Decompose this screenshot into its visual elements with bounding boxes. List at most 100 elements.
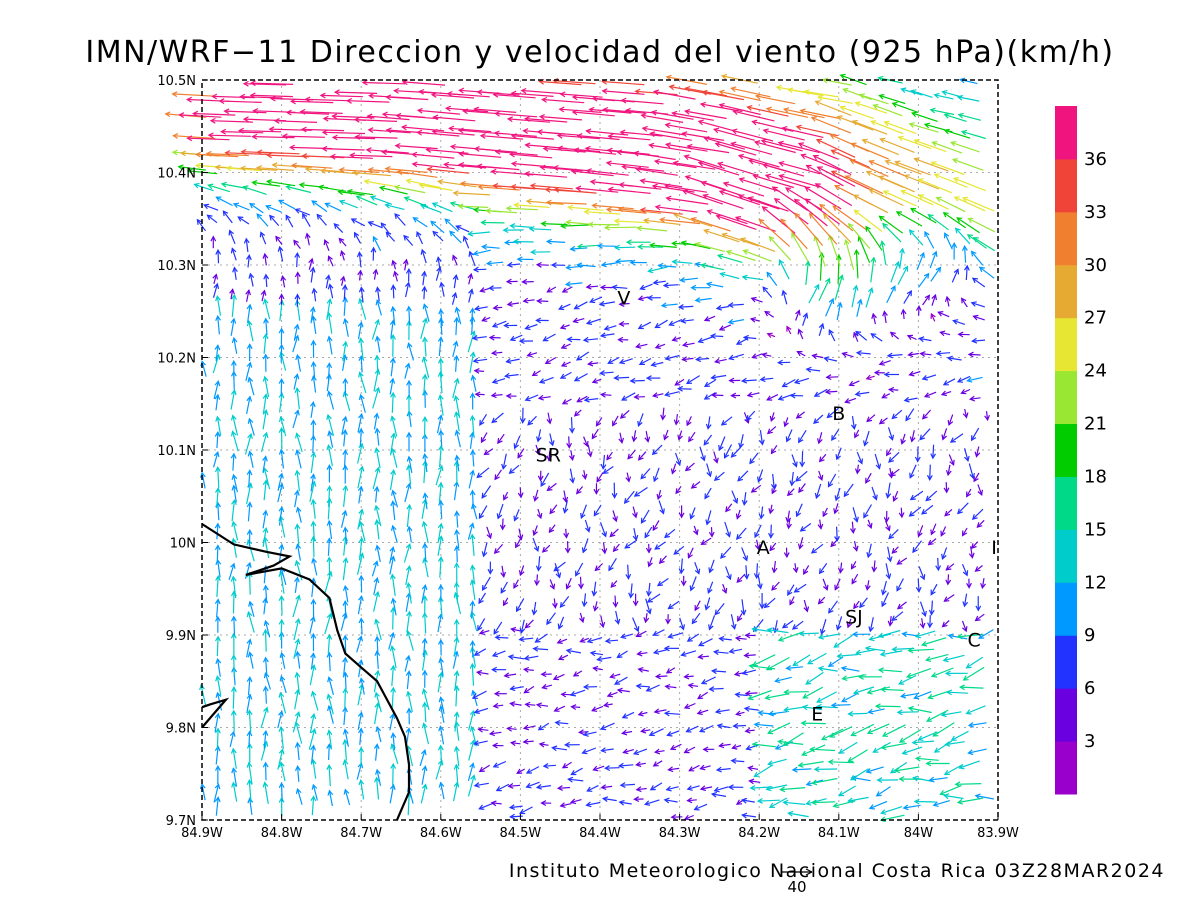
wind-vector (635, 488, 648, 497)
wind-vector (263, 687, 268, 704)
wind-vector (544, 764, 556, 769)
wind-vector-shaft (817, 692, 836, 702)
wind-vector (504, 598, 508, 605)
wind-vector (247, 540, 254, 561)
wind-vector-shaft (473, 491, 474, 509)
wind-vector (755, 722, 774, 727)
wind-vector (659, 501, 664, 514)
wind-vector (453, 256, 458, 266)
wind-vector (766, 694, 790, 700)
wind-vector (736, 636, 747, 641)
wind-vector (547, 239, 565, 244)
wind-vector (422, 272, 427, 285)
wind-vector (752, 298, 763, 303)
wind-vector (542, 684, 552, 689)
wind-vector (690, 577, 696, 591)
wind-vector (804, 565, 809, 574)
wind-vector (655, 749, 664, 754)
wind-vector (423, 613, 428, 633)
wind-vector (526, 395, 539, 401)
wind-vector (767, 658, 790, 670)
wind-vector (790, 472, 795, 485)
wind-vector-shaft (425, 417, 426, 437)
wind-vector-shaft (643, 128, 685, 135)
wind-vector (637, 226, 667, 231)
wind-vector (404, 544, 410, 562)
wind-vector (699, 337, 713, 343)
wind-vector (463, 237, 468, 249)
wind-vector (732, 759, 745, 764)
wind-vector (594, 601, 599, 610)
wind-vector (474, 267, 486, 272)
wind-vector (676, 486, 681, 493)
wind-vector (542, 98, 584, 103)
wind-vector (295, 491, 300, 507)
wind-vector-shaft (784, 692, 808, 693)
wind-vector (512, 162, 554, 168)
wind-vector (743, 275, 763, 280)
wind-vector-shaft (313, 436, 314, 453)
wind-vector (872, 560, 877, 571)
wind-vector (439, 431, 444, 447)
wind-vector (687, 416, 692, 425)
wind-vector (587, 319, 601, 325)
wind-vector (452, 293, 457, 305)
wind-vector (622, 98, 664, 104)
wind-vector-shaft (818, 167, 855, 186)
wind-vector (407, 631, 414, 650)
wind-vector (829, 235, 841, 266)
wind-vector-shaft (344, 298, 345, 316)
wind-vector (669, 601, 680, 608)
wind-vector-shaft (365, 181, 397, 187)
wind-vector (643, 127, 685, 135)
wind-vector (686, 463, 695, 470)
wind-vector (492, 393, 503, 398)
wind-vector (498, 434, 504, 443)
wind-vector (722, 75, 758, 84)
wind-vector (390, 358, 395, 376)
wind-vector (867, 415, 875, 422)
wind-vector-shaft (266, 687, 267, 704)
wind-vector (492, 667, 506, 672)
wind-vector (738, 613, 742, 620)
wind-vector-shaft (848, 750, 867, 762)
wind-vector (830, 727, 852, 737)
wind-vector-shaft (441, 359, 442, 378)
wind-vector (615, 245, 635, 250)
wind-vector-shaft (631, 381, 645, 382)
wind-vector (324, 240, 329, 251)
wind-vector (537, 263, 549, 268)
wind-vector (844, 484, 853, 496)
wind-vector (311, 421, 316, 437)
wind-vector (837, 303, 842, 320)
wind-vector (216, 467, 221, 488)
wind-vector (835, 275, 843, 299)
wind-vector (818, 167, 855, 186)
wind-vector (263, 468, 270, 489)
wind-vector (575, 410, 582, 416)
wind-vector-shaft (393, 764, 394, 785)
wind-vector (342, 511, 347, 528)
wind-vector-shaft (418, 110, 460, 114)
wind-vector (815, 767, 837, 772)
wind-vector (423, 651, 428, 671)
wind-vector (601, 748, 613, 753)
wind-vector (678, 386, 691, 391)
wind-vector (648, 267, 667, 273)
wind-vector (372, 320, 379, 340)
wind-vector (477, 468, 489, 478)
wind-vector (610, 529, 618, 537)
wind-vector (787, 327, 791, 334)
wind-vector (754, 766, 771, 777)
wind-vector-shaft (282, 596, 283, 615)
wind-vector (552, 746, 567, 751)
wind-vector (574, 318, 585, 323)
wind-vector-shaft (209, 135, 251, 136)
wind-vector (296, 545, 301, 561)
wind-vector-shaft (602, 82, 644, 85)
wind-vector (567, 649, 581, 654)
wind-vector (263, 630, 268, 652)
wind-vector (665, 798, 678, 803)
wind-vector-shaft (512, 164, 554, 168)
wind-vector (579, 577, 584, 588)
